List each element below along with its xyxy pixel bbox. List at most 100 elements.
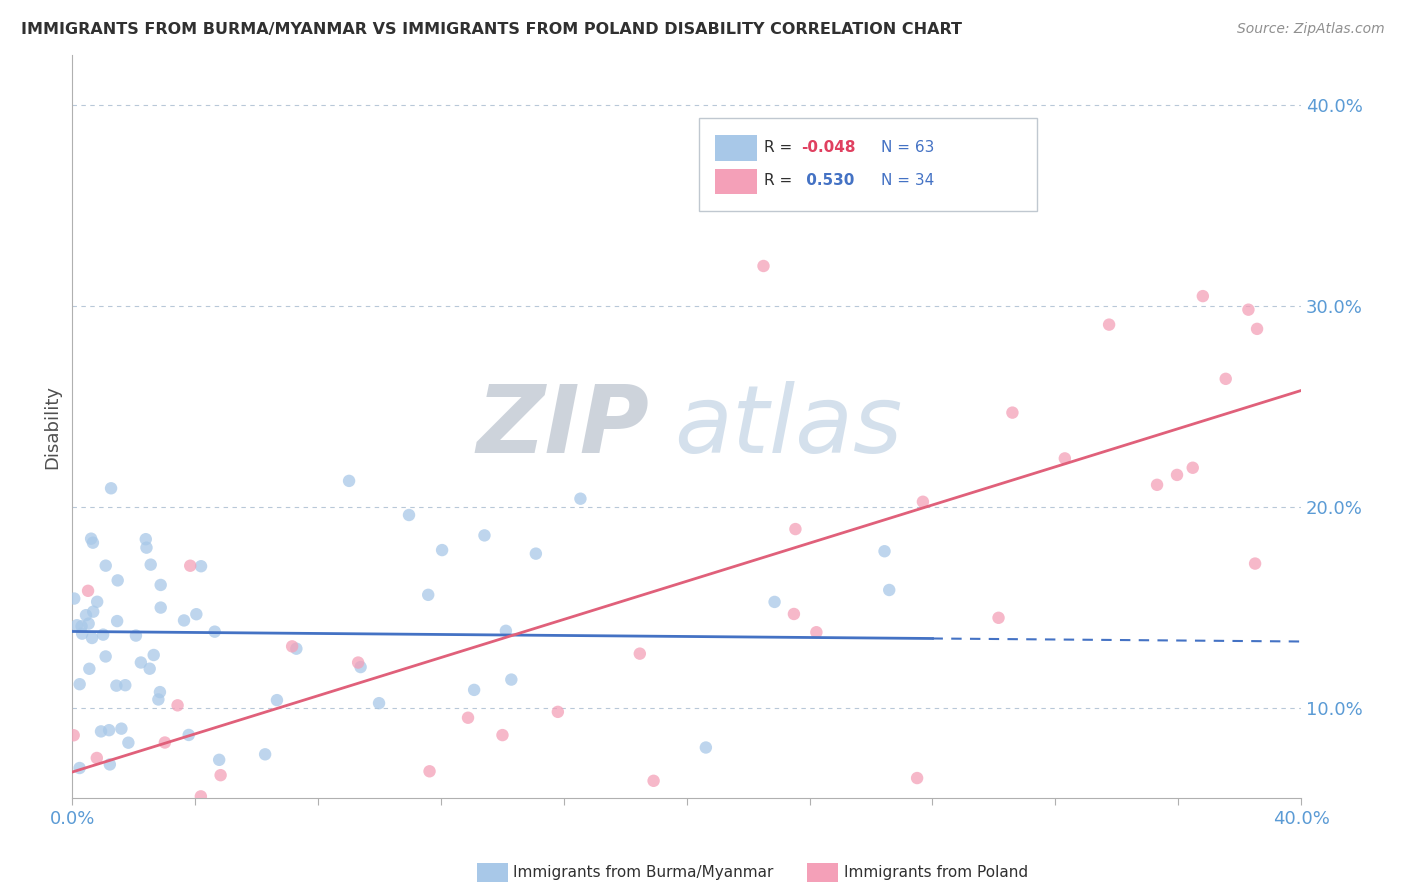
Point <box>190 789 212 804</box>
Point <box>337 474 360 488</box>
Point <box>94 649 117 664</box>
Text: N = 63: N = 63 <box>880 140 934 155</box>
Point <box>149 600 172 615</box>
Point <box>70 626 93 640</box>
Point <box>98 757 121 772</box>
Point <box>254 747 277 762</box>
Point <box>190 559 212 574</box>
Point <box>70 619 93 633</box>
Point <box>148 692 170 706</box>
Point <box>82 605 104 619</box>
Point <box>114 678 136 692</box>
Point <box>139 558 162 572</box>
Point <box>495 624 517 638</box>
Point <box>166 698 188 713</box>
Point <box>69 761 91 775</box>
Point <box>62 728 84 742</box>
Point <box>1215 372 1237 386</box>
Point <box>149 685 172 699</box>
Point <box>77 616 100 631</box>
Point <box>94 558 117 573</box>
Point <box>1237 302 1260 317</box>
Point <box>752 259 775 273</box>
Point <box>430 543 453 558</box>
Point <box>1001 406 1024 420</box>
Point <box>135 541 157 555</box>
Point <box>1244 557 1267 571</box>
Point <box>368 696 391 710</box>
Text: R =: R = <box>763 140 797 155</box>
Point <box>643 773 665 788</box>
Y-axis label: Disability: Disability <box>44 384 60 468</box>
Point <box>186 607 208 622</box>
Point <box>347 656 370 670</box>
Point <box>63 591 86 606</box>
Point <box>398 508 420 522</box>
Point <box>149 578 172 592</box>
Point <box>695 740 717 755</box>
Text: R =: R = <box>763 173 797 188</box>
Point <box>105 679 128 693</box>
FancyBboxPatch shape <box>716 169 756 194</box>
Point <box>91 627 114 641</box>
Point <box>266 693 288 707</box>
Point <box>100 481 122 495</box>
Point <box>138 662 160 676</box>
Point <box>457 711 479 725</box>
Point <box>142 648 165 662</box>
Text: Immigrants from Burma/Myanmar: Immigrants from Burma/Myanmar <box>513 865 773 880</box>
Point <box>987 611 1010 625</box>
Point <box>877 582 900 597</box>
Point <box>179 558 201 573</box>
Point <box>79 662 101 676</box>
Point <box>285 641 308 656</box>
Point <box>1191 289 1213 303</box>
Point <box>905 771 928 785</box>
Point <box>209 768 232 782</box>
Point <box>80 631 103 645</box>
Point <box>1166 467 1188 482</box>
Point <box>418 588 440 602</box>
Point <box>117 736 139 750</box>
Point <box>1181 460 1204 475</box>
Point <box>86 751 108 765</box>
Point <box>177 728 200 742</box>
Point <box>524 547 547 561</box>
Point <box>911 495 934 509</box>
Point <box>1053 451 1076 466</box>
Text: Source: ZipAtlas.com: Source: ZipAtlas.com <box>1237 22 1385 37</box>
Point <box>173 614 195 628</box>
Point <box>1246 322 1268 336</box>
Point <box>873 544 896 558</box>
Point <box>129 656 152 670</box>
FancyBboxPatch shape <box>699 119 1038 211</box>
Point <box>66 618 89 632</box>
Point <box>569 491 592 506</box>
Point <box>1146 478 1168 492</box>
Text: atlas: atlas <box>675 381 903 472</box>
Point <box>86 595 108 609</box>
Point <box>463 682 485 697</box>
Point <box>547 705 569 719</box>
Point <box>110 722 132 736</box>
Point <box>153 735 176 749</box>
Text: ZIP: ZIP <box>477 381 650 473</box>
Text: -0.048: -0.048 <box>801 140 855 155</box>
Point <box>783 607 806 621</box>
Text: Immigrants from Poland: Immigrants from Poland <box>844 865 1028 880</box>
Point <box>349 660 371 674</box>
Point <box>806 625 828 640</box>
Point <box>419 764 441 779</box>
Text: IMMIGRANTS FROM BURMA/MYANMAR VS IMMIGRANTS FROM POLAND DISABILITY CORRELATION C: IMMIGRANTS FROM BURMA/MYANMAR VS IMMIGRA… <box>21 22 962 37</box>
Point <box>501 673 523 687</box>
Text: N = 34: N = 34 <box>880 173 934 188</box>
Point <box>204 624 226 639</box>
Point <box>90 724 112 739</box>
Point <box>474 528 496 542</box>
Point <box>98 723 121 738</box>
Point <box>107 574 129 588</box>
FancyBboxPatch shape <box>716 136 756 161</box>
Text: 0.530: 0.530 <box>801 173 855 188</box>
Point <box>69 677 91 691</box>
Point <box>82 535 104 549</box>
